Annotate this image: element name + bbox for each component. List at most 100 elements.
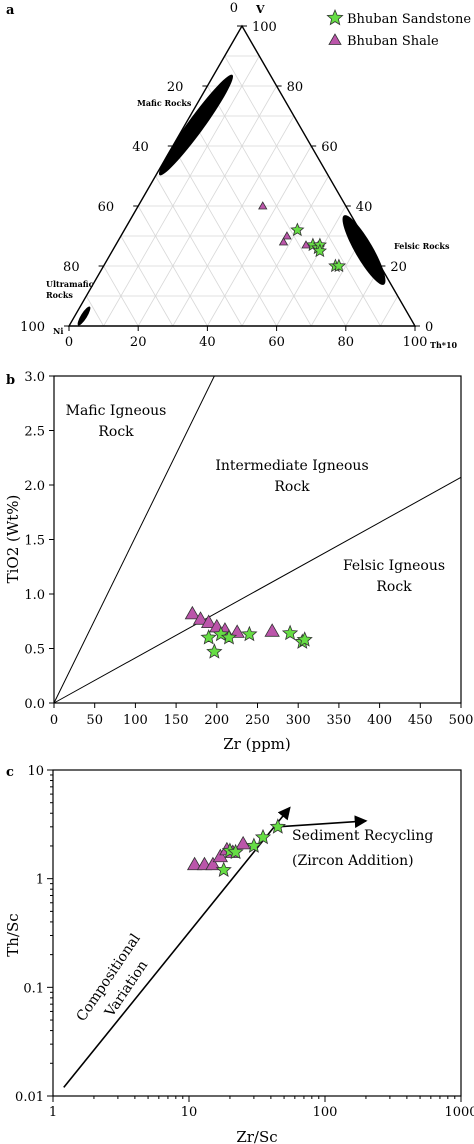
y-tick-label-b: 1.5 bbox=[24, 534, 45, 549]
y-tick-label-b: 2.0 bbox=[24, 479, 45, 494]
y-axis-label-b: TiO2 (Wt%) bbox=[4, 495, 22, 584]
corner-label-v: V bbox=[255, 3, 265, 16]
x-tick-label-c: 100 bbox=[313, 1105, 338, 1120]
grid-line bbox=[172, 115, 295, 327]
x-tick-label-b: 350 bbox=[326, 713, 351, 728]
x-tick-label-b: 400 bbox=[367, 713, 392, 728]
ultramafic-rocks-label-1: Ultramafic bbox=[46, 279, 94, 289]
sandstone-point bbox=[269, 818, 286, 834]
panel-c-letter: c bbox=[6, 765, 14, 780]
ternary-grid bbox=[85, 55, 399, 327]
discrimination-lines bbox=[53, 375, 462, 704]
panel-b-letter: b bbox=[6, 373, 15, 388]
left-tick-label: 60 bbox=[98, 200, 115, 215]
y-tick-label-b: 3.0 bbox=[24, 370, 45, 385]
grid-line bbox=[120, 235, 174, 327]
sediment-recycling-label-2: (Zircon Addition) bbox=[292, 853, 414, 869]
ternary-points bbox=[258, 201, 347, 273]
left-tick-label: 100 bbox=[20, 320, 45, 335]
sandstone-point bbox=[200, 629, 217, 645]
grid-line bbox=[155, 175, 243, 327]
shale-point bbox=[184, 605, 201, 620]
shale-point bbox=[212, 848, 229, 863]
shale-point bbox=[258, 201, 268, 210]
sandstone-point bbox=[215, 861, 232, 877]
y-tick-label-c: 10 bbox=[27, 764, 44, 779]
shale-point bbox=[192, 611, 209, 625]
grid-line bbox=[276, 205, 347, 327]
grid-line bbox=[103, 55, 260, 327]
trend-arrows bbox=[63, 806, 368, 1088]
legend-triangle-marker bbox=[328, 33, 342, 45]
bottom-tick-label: 60 bbox=[268, 335, 285, 350]
x-tick-label-b: 450 bbox=[408, 713, 433, 728]
boundary-line bbox=[53, 476, 462, 704]
x-tick-label-b: 200 bbox=[204, 713, 229, 728]
left-tick-label: 0 bbox=[230, 1, 238, 16]
shale-point bbox=[235, 835, 251, 850]
sandstone-point bbox=[290, 222, 305, 237]
bottom-tick-label: 0 bbox=[65, 335, 73, 350]
legend: Bhuban Sandstone Bhuban Shale bbox=[326, 8, 471, 49]
grid-line bbox=[241, 175, 329, 327]
grid-line bbox=[137, 205, 208, 327]
shale-point bbox=[200, 614, 217, 628]
shale-point bbox=[186, 856, 203, 871]
mafic-igneous-label-2: Rock bbox=[98, 424, 134, 440]
legend-star-icon bbox=[326, 8, 344, 26]
grid-line bbox=[380, 295, 399, 327]
y-axis-label-c: Th/Sc bbox=[4, 913, 22, 956]
shale-point bbox=[205, 856, 221, 871]
sandstone-point bbox=[254, 828, 272, 845]
sandstone-point bbox=[296, 631, 313, 647]
grid-line bbox=[224, 55, 381, 327]
shale-point bbox=[278, 237, 289, 246]
y-tick-label-b: 2.5 bbox=[24, 425, 45, 440]
mafic-rocks-label: Mafic Rocks bbox=[137, 98, 192, 108]
mafic-igneous-label-1: Mafic Igneous bbox=[66, 403, 167, 419]
felsic-rocks-label: Felsic Rocks bbox=[394, 241, 450, 251]
grid-line bbox=[103, 265, 139, 327]
data-points-c bbox=[186, 818, 286, 877]
tio2-zr-plot: b 0 50 100 150 200 250 300 350 400 450 500 0.0 0.5 1.… bbox=[4, 370, 473, 753]
ultramafic-rocks-label-2: Rocks bbox=[46, 290, 73, 300]
ternary-fields bbox=[77, 74, 386, 326]
felsic-field bbox=[342, 215, 386, 285]
x-tick-label-c: 10 bbox=[181, 1105, 198, 1120]
x-tick-label-b: 250 bbox=[245, 713, 270, 728]
intermediate-igneous-label-1: Intermediate Igneous bbox=[215, 458, 368, 474]
corner-label-th10: Th*10 bbox=[430, 340, 458, 350]
left-tick-label: 40 bbox=[132, 140, 149, 155]
x-tick-label-b: 50 bbox=[86, 713, 103, 728]
y-tick-label-b: 1.0 bbox=[24, 588, 45, 603]
y-tick-label-c: 0.1 bbox=[23, 981, 44, 996]
x-tick-label-b: 300 bbox=[286, 713, 311, 728]
sandstone-point bbox=[331, 258, 347, 273]
x-tick-label-b: 0 bbox=[50, 713, 58, 728]
sandstone-point bbox=[227, 843, 244, 860]
felsic-igneous-label-2: Rock bbox=[376, 579, 412, 595]
legend-shale-label: Bhuban Shale bbox=[347, 34, 439, 49]
felsic-igneous-label-1: Felsic Igneous bbox=[343, 558, 445, 574]
bottom-tick-label: 80 bbox=[338, 335, 355, 350]
trend-arrow bbox=[277, 815, 368, 829]
y-tick-label-c: 0.01 bbox=[15, 1090, 44, 1105]
x-tick-label-c: 1000 bbox=[444, 1105, 474, 1120]
x-tick-label-b: 100 bbox=[123, 713, 148, 728]
sandstone-point bbox=[245, 837, 262, 853]
right-tick-label: 40 bbox=[356, 200, 373, 215]
sandstone-point bbox=[241, 625, 258, 642]
legend-triangle-icon bbox=[328, 33, 342, 45]
right-tick-label: 0 bbox=[425, 320, 433, 335]
y-tick-label-b: 0.0 bbox=[24, 697, 45, 712]
shale-point bbox=[229, 624, 245, 638]
bottom-tick-label: 100 bbox=[403, 335, 428, 350]
x-tick-label-c: 1 bbox=[49, 1105, 57, 1120]
trend-arrow bbox=[63, 806, 291, 1088]
data-points-b bbox=[184, 605, 313, 659]
mafic-field bbox=[158, 74, 234, 176]
intermediate-igneous-label-2: Rock bbox=[274, 479, 310, 495]
bottom-tick-label: 20 bbox=[130, 335, 147, 350]
